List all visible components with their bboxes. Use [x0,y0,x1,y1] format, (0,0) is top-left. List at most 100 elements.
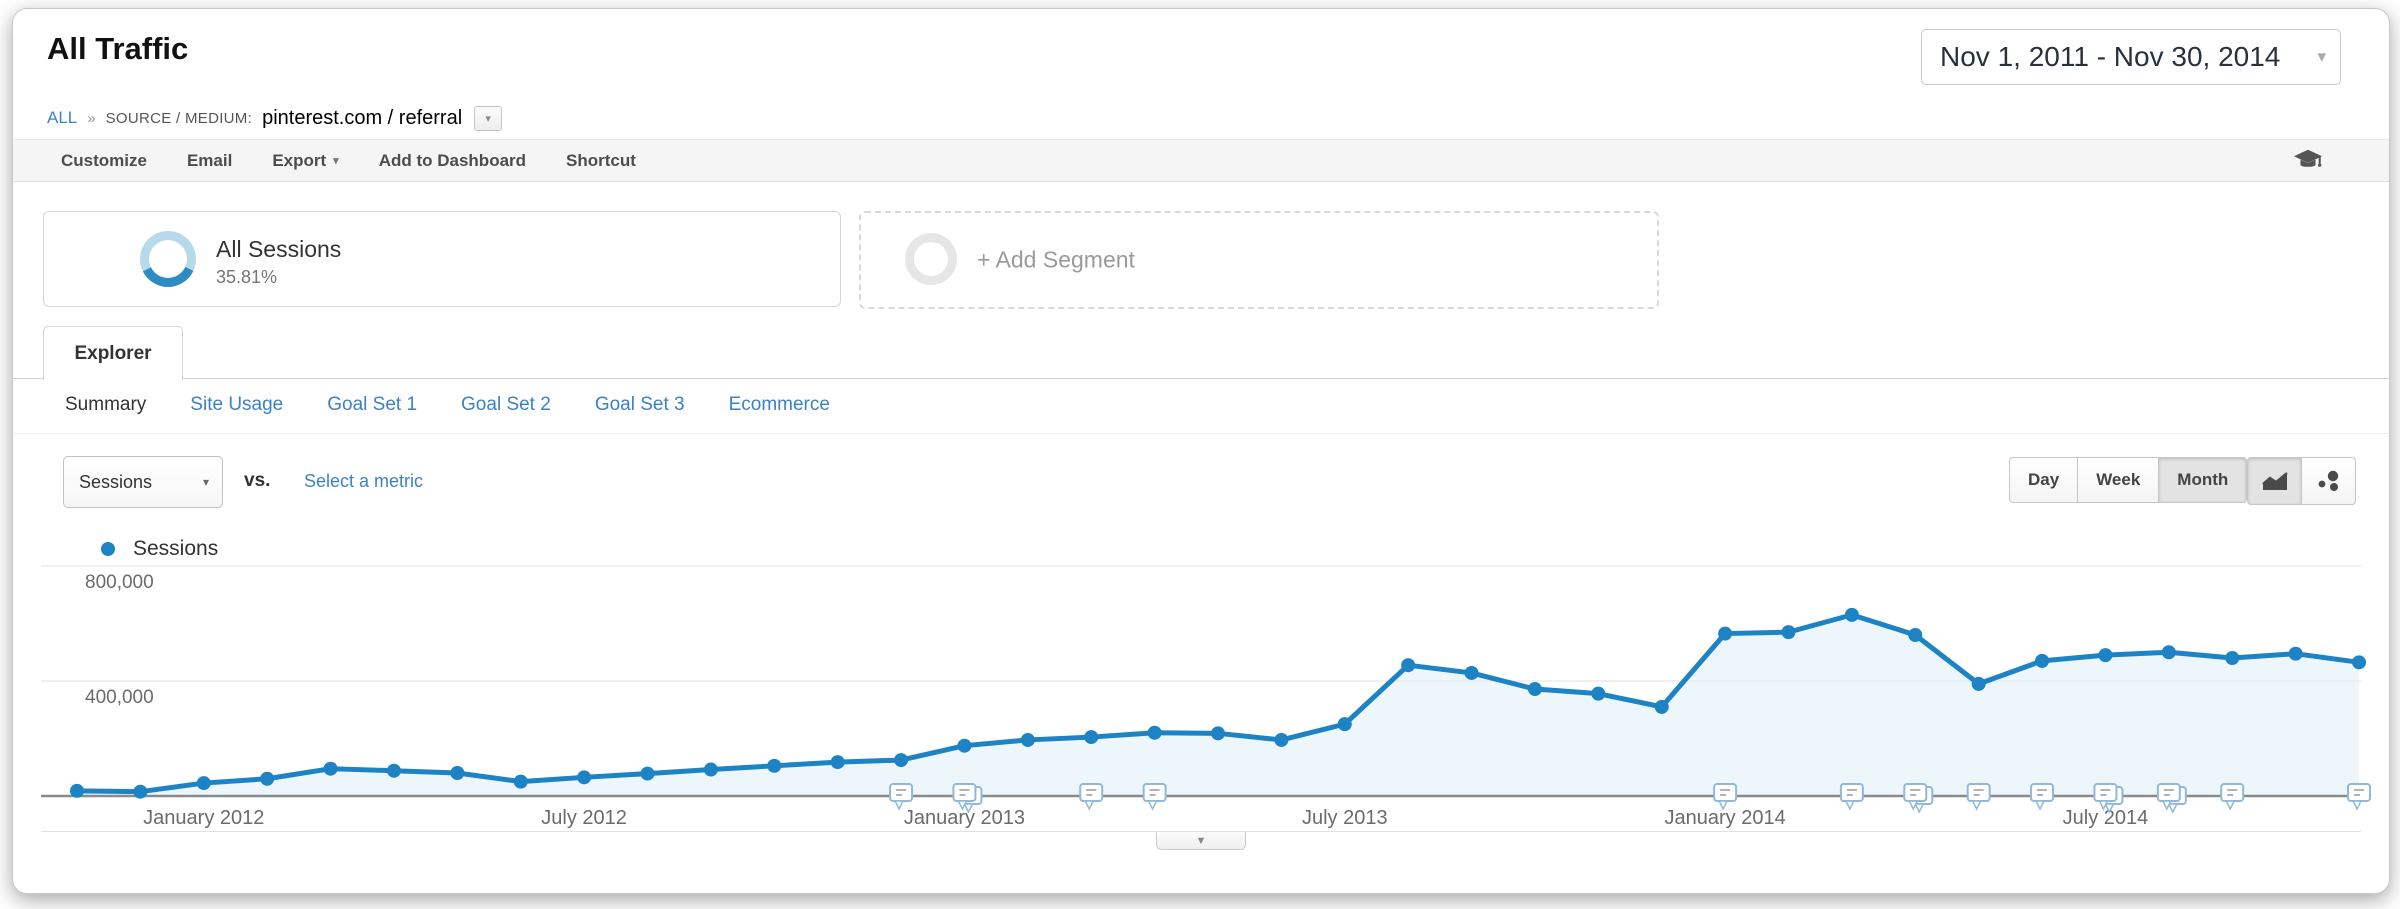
chevron-down-icon: ▾ [333,155,339,167]
data-point[interactable] [2035,653,2050,668]
annotation-marker[interactable] [889,783,914,811]
tab-explorer[interactable]: Explorer [43,326,183,380]
data-point[interactable] [1211,726,1225,741]
data-point[interactable] [703,762,718,777]
data-point[interactable] [957,738,972,753]
page-title: All Traffic [47,31,189,66]
month-button[interactable]: Month [2159,457,2248,503]
data-point[interactable] [640,766,655,781]
email-button[interactable]: Email [186,150,233,170]
data-point[interactable] [260,771,275,786]
data-point[interactable] [70,783,84,798]
data-point[interactable] [1147,725,1162,740]
annotation-marker[interactable] [1839,783,1864,811]
annotation-marker[interactable] [1713,783,1738,811]
annotation-marker[interactable] [2347,783,2371,811]
motion-chart-button[interactable] [2302,457,2356,505]
data-point[interactable] [1084,730,1099,745]
data-point[interactable] [196,776,211,791]
x-tick-label: July 2013 [1302,807,1388,829]
subtab-ecommerce[interactable]: Ecommerce [728,394,830,415]
customize-button[interactable]: Customize [61,150,147,170]
data-point[interactable] [2288,646,2303,661]
data-point[interactable] [1781,625,1796,640]
subtab-goal-set-1[interactable]: Goal Set 1 [327,394,418,415]
data-point[interactable] [1527,682,1542,697]
subtab-goal-set-3[interactable]: Goal Set 3 [594,394,685,415]
graduation-cap-icon [2293,149,2323,167]
data-point[interactable] [2098,648,2113,663]
education-button[interactable] [2293,147,2323,178]
data-point[interactable] [1274,732,1289,747]
breadcrumb-all-link[interactable]: ALL [47,108,78,127]
data-point[interactable] [133,784,148,799]
annotations-expander[interactable]: ▼ [1156,832,1246,850]
annotation-marker[interactable] [1079,783,1104,811]
annotation-marker[interactable] [2093,783,2124,814]
series-area [77,614,2359,796]
data-point[interactable] [1464,665,1479,680]
granularity-buttons: Day Week Month [2009,457,2248,503]
explorer-subtabs: Summary Site Usage Goal Set 1 Goal Set 2… [65,379,830,431]
chart-footer-divider [41,831,2361,832]
x-tick-label: January 2013 [904,807,1025,829]
data-point[interactable] [323,761,338,776]
x-tick-label: January 2014 [1665,807,1786,829]
annotation-marker[interactable] [2156,783,2187,814]
line-chart-button[interactable] [2247,457,2302,505]
data-point[interactable] [1718,626,1733,641]
legend-series-label: Sessions [133,537,219,560]
add-segment-label: + Add Segment [977,246,1135,273]
breadcrumb-dimension-label: SOURCE / MEDIUM: [105,109,253,127]
metric-dropdown[interactable]: Sessions ▾ [63,456,223,508]
annotation-marker[interactable] [2030,783,2055,811]
chevron-down-icon: ▾ [2317,47,2326,66]
data-point[interactable] [2225,651,2240,665]
x-tick-label: July 2014 [2063,807,2149,829]
data-point[interactable] [513,774,528,789]
segment-card-all-sessions[interactable]: All Sessions 35.81% [43,211,841,307]
data-point[interactable] [894,753,909,768]
add-segment-button[interactable]: + Add Segment [859,211,1659,309]
data-point[interactable] [1401,658,1416,673]
export-button[interactable]: Export ▾ [272,150,339,170]
segment-title: All Sessions [216,236,342,262]
annotation-marker[interactable] [1142,783,1167,811]
subtab-site-usage[interactable]: Site Usage [190,394,284,415]
shortcut-button[interactable]: Shortcut [566,150,636,170]
breadcrumb-dropdown-button[interactable]: ▾ [474,105,503,131]
breadcrumb-dimension-value: pinterest.com / referral [262,106,463,129]
data-point[interactable] [1020,732,1035,747]
data-point[interactable] [450,766,465,780]
select-metric-link[interactable]: Select a metric [304,470,424,491]
all-sessions-donut-icon [140,231,196,287]
add-to-dashboard-button[interactable]: Add to Dashboard [378,150,527,170]
annotation-marker[interactable] [2220,783,2245,811]
data-point[interactable] [1654,699,1669,714]
data-point[interactable] [767,758,782,773]
data-point[interactable] [1908,628,1923,642]
data-point[interactable] [577,770,592,785]
annotation-marker[interactable] [952,783,983,814]
motion-chart-icon [2318,470,2338,491]
y-tick-label: 400,000 [85,687,154,708]
week-button[interactable]: Week [2078,457,2160,503]
annotation-marker[interactable] [1903,783,1934,814]
chevron-down-icon: ▼ [1195,834,1207,847]
data-point[interactable] [830,755,845,770]
data-point[interactable] [1971,676,1986,691]
chart-type-buttons [2247,457,2356,505]
subtab-goal-set-2[interactable]: Goal Set 2 [461,394,551,415]
data-point[interactable] [1337,717,1352,732]
data-point[interactable] [2352,655,2366,670]
data-point[interactable] [1844,607,1859,622]
breadcrumb-separator: » [87,109,96,127]
subtab-summary[interactable]: Summary [65,394,147,415]
date-range-selector[interactable]: Nov 1, 2011 - Nov 30, 2014 ▾ [1921,29,2341,85]
x-tick-label: January 2012 [143,807,264,829]
annotation-marker[interactable] [1966,783,1991,811]
day-button[interactable]: Day [2009,457,2079,503]
data-point[interactable] [386,763,401,778]
data-point[interactable] [1591,686,1606,701]
data-point[interactable] [2161,645,2176,660]
